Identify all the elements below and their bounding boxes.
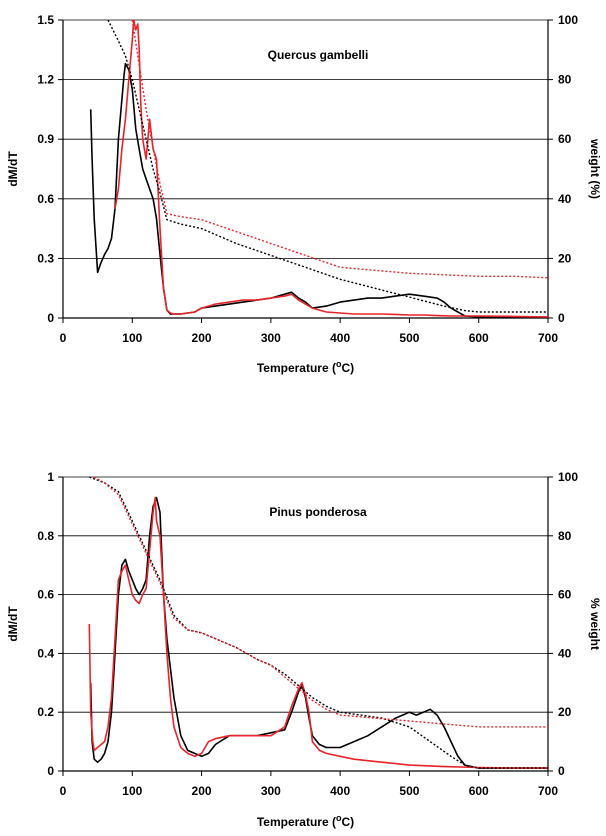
y2-tick-label: 0 bbox=[558, 311, 565, 325]
chart-title: Pinus ponderosa bbox=[269, 505, 367, 519]
series-line-2 bbox=[114, 19, 549, 318]
y2-tick-label: 100 bbox=[558, 470, 578, 484]
y2-tick-label: 40 bbox=[558, 646, 572, 660]
x-tick-label: 600 bbox=[469, 331, 489, 345]
y-tick-label: 0.6 bbox=[37, 192, 54, 206]
x-tick-label: 100 bbox=[122, 784, 142, 798]
chart-1: 0 0.3 0.6 0.9 1.2 1.5 0 20 40 60 80 100 0 100 200 300 40… bbox=[6, 13, 602, 375]
chart-2: 0 0.2 0.4 0.6 0.8 1 0 20 40 60 80 100 0 100 200 300 400 5… bbox=[6, 470, 602, 829]
x-axis-label: Temperature (oC) bbox=[257, 359, 354, 375]
y2-axis-label: % weight bbox=[588, 598, 602, 650]
x-tick-label: 300 bbox=[261, 784, 281, 798]
y-tick-label: 1.2 bbox=[37, 73, 54, 87]
y-tick-label: 0.4 bbox=[37, 646, 54, 660]
y2-tick-label: 60 bbox=[558, 588, 572, 602]
series-line-1 bbox=[89, 496, 548, 769]
y-tick-label: 1 bbox=[47, 470, 54, 484]
y-tick-label: 0.6 bbox=[37, 588, 54, 602]
x-tick-label: 400 bbox=[330, 331, 350, 345]
y-tick-label: 1.5 bbox=[37, 13, 54, 27]
series-line-4 bbox=[131, 19, 549, 279]
y-tick-label: 0.3 bbox=[37, 251, 54, 265]
x-tick-label: 0 bbox=[60, 331, 67, 345]
y2-tick-label: 100 bbox=[558, 13, 578, 27]
series-line-2 bbox=[88, 496, 548, 769]
y2-axis-label: weight (%) bbox=[588, 138, 602, 199]
x-axis-label: Temperature (oC) bbox=[257, 813, 354, 829]
series-line-3 bbox=[89, 476, 548, 769]
x-tick-label: 600 bbox=[469, 784, 489, 798]
y2-tick-label: 60 bbox=[558, 132, 572, 146]
x-tick-label: 200 bbox=[192, 784, 212, 798]
series-line-3 bbox=[107, 19, 548, 313]
y2-tick-label: 40 bbox=[558, 192, 572, 206]
y-axis-label: dM/dT bbox=[6, 606, 20, 642]
y2-tick-label: 80 bbox=[558, 529, 572, 543]
series-line-4 bbox=[93, 476, 548, 728]
y-tick-label: 0.2 bbox=[37, 705, 54, 719]
y-tick-label: 0 bbox=[47, 764, 54, 778]
y-tick-label: 0.9 bbox=[37, 132, 54, 146]
chart-title: Quercus gambelli bbox=[268, 48, 369, 62]
y-tick-label: 0 bbox=[47, 311, 54, 325]
y2-tick-label: 20 bbox=[558, 705, 572, 719]
y2-tick-label: 0 bbox=[558, 764, 565, 778]
x-tick-label: 400 bbox=[330, 784, 350, 798]
x-tick-label: 500 bbox=[399, 784, 419, 798]
series-line-1 bbox=[89, 62, 548, 318]
y2-tick-label: 20 bbox=[558, 251, 572, 265]
y-tick-label: 0.8 bbox=[37, 529, 54, 543]
x-tick-label: 300 bbox=[261, 331, 281, 345]
x-tick-label: 200 bbox=[192, 331, 212, 345]
x-tick-label: 100 bbox=[122, 331, 142, 345]
x-tick-label: 0 bbox=[60, 784, 67, 798]
x-tick-label: 700 bbox=[538, 331, 558, 345]
y2-tick-label: 80 bbox=[558, 73, 572, 87]
x-tick-label: 500 bbox=[399, 331, 419, 345]
x-tick-label: 700 bbox=[538, 784, 558, 798]
y-axis-label: dM/dT bbox=[6, 151, 20, 187]
